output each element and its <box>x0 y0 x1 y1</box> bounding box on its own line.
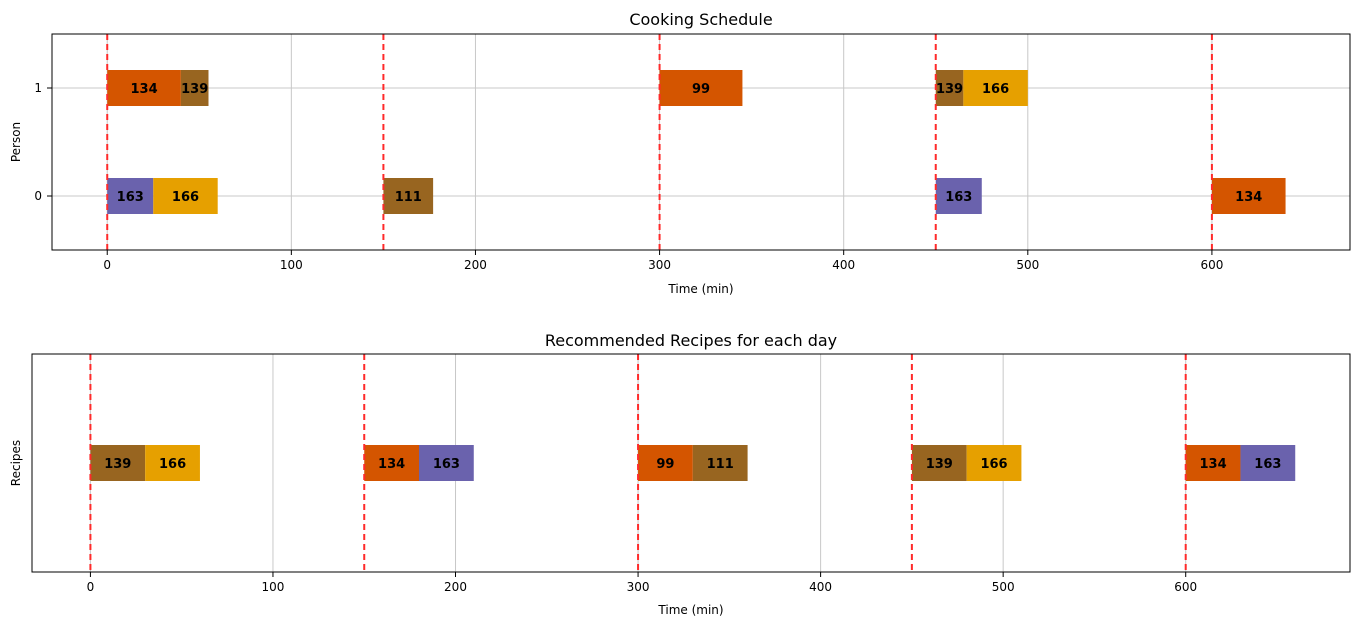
recipe-bar <box>90 445 146 481</box>
recipe-bar-label: 163 <box>117 190 144 205</box>
recipe-bar <box>1211 178 1286 214</box>
recipe-bar <box>145 445 200 481</box>
recipe-bar-label: 134 <box>1200 457 1227 472</box>
recipe-bar-label: 134 <box>378 457 405 472</box>
y-axis-label: Person <box>9 122 23 162</box>
x-tick-label: 500 <box>1016 258 1039 272</box>
axes-frame <box>31 353 1351 573</box>
x-tick-label: 200 <box>464 258 487 272</box>
x-tick-label: 200 <box>444 580 467 594</box>
recipe-bar-label: 99 <box>656 457 674 472</box>
recipe-bar <box>935 70 964 106</box>
x-tick-label: 400 <box>832 258 855 272</box>
x-tick-label: 500 <box>992 580 1015 594</box>
recipe-bar-label: 139 <box>181 82 208 97</box>
x-tick-label: 100 <box>262 580 285 594</box>
recipe-bar <box>966 445 1022 481</box>
recipe-bar-label: 163 <box>1254 457 1281 472</box>
cooking-schedule-chart: 134 139 99 139 166 163 166 111 163 134 0 100 200 300 4… <box>9 10 1351 296</box>
recipe-bar-label: 166 <box>172 190 199 205</box>
recipe-bar <box>180 70 209 106</box>
recipe-bar-label: 134 <box>1235 190 1262 205</box>
recipe-bar <box>1185 445 1241 481</box>
x-tick-label: 400 <box>809 580 832 594</box>
recipe-bar <box>935 178 982 214</box>
recipe-bar <box>383 178 434 214</box>
x-tick-label: 0 <box>87 580 95 594</box>
recipe-bar-label: 166 <box>982 82 1009 97</box>
recipe-bar-label: 139 <box>104 457 131 472</box>
recipe-bar-label: 166 <box>159 457 186 472</box>
chart-title: Cooking Schedule <box>629 10 772 29</box>
recipe-bar-label: 166 <box>980 457 1007 472</box>
recipe-bar <box>638 445 693 481</box>
x-tick-label: 100 <box>280 258 303 272</box>
recipe-bar <box>659 70 743 106</box>
recipe-bar-label: 111 <box>707 457 734 472</box>
recipe-bar <box>153 178 218 214</box>
chart-title: Recommended Recipes for each day <box>545 331 837 350</box>
x-tick-label: 300 <box>627 580 650 594</box>
recipe-bar <box>107 178 154 214</box>
recipe-bar-label: 163 <box>945 190 972 205</box>
recipe-bar-label: 99 <box>692 82 710 97</box>
recommended-recipes-chart: 139 166 134 163 99 111 139 166 134 163 0 100 200 300 4… <box>9 331 1351 617</box>
x-axis-label: Time (min) <box>657 603 723 617</box>
recipe-bar <box>911 445 967 481</box>
recipe-bar <box>419 445 474 481</box>
recipe-bar-label: 134 <box>130 82 157 97</box>
recipe-bar <box>1240 445 1296 481</box>
plot-area <box>52 34 1350 250</box>
y-tick-label: 1 <box>34 81 42 95</box>
recipe-bar <box>692 445 748 481</box>
y-tick-label: 0 <box>34 189 42 203</box>
x-tick-label: 600 <box>1200 258 1223 272</box>
recipe-bar-label: 111 <box>395 190 422 205</box>
recipe-bar <box>963 70 1028 106</box>
x-axis-label: Time (min) <box>667 282 733 296</box>
recipe-bar-label: 139 <box>936 82 963 97</box>
y-axis-label: Recipes <box>9 440 23 486</box>
recipe-bar-label: 139 <box>926 457 953 472</box>
axes-frame <box>51 33 1351 251</box>
recipe-bar-label: 163 <box>433 457 460 472</box>
recipe-bar <box>364 445 420 481</box>
x-tick-label: 0 <box>103 258 111 272</box>
x-tick-label: 600 <box>1174 580 1197 594</box>
recipe-bar <box>107 70 181 106</box>
x-tick-label: 300 <box>648 258 671 272</box>
